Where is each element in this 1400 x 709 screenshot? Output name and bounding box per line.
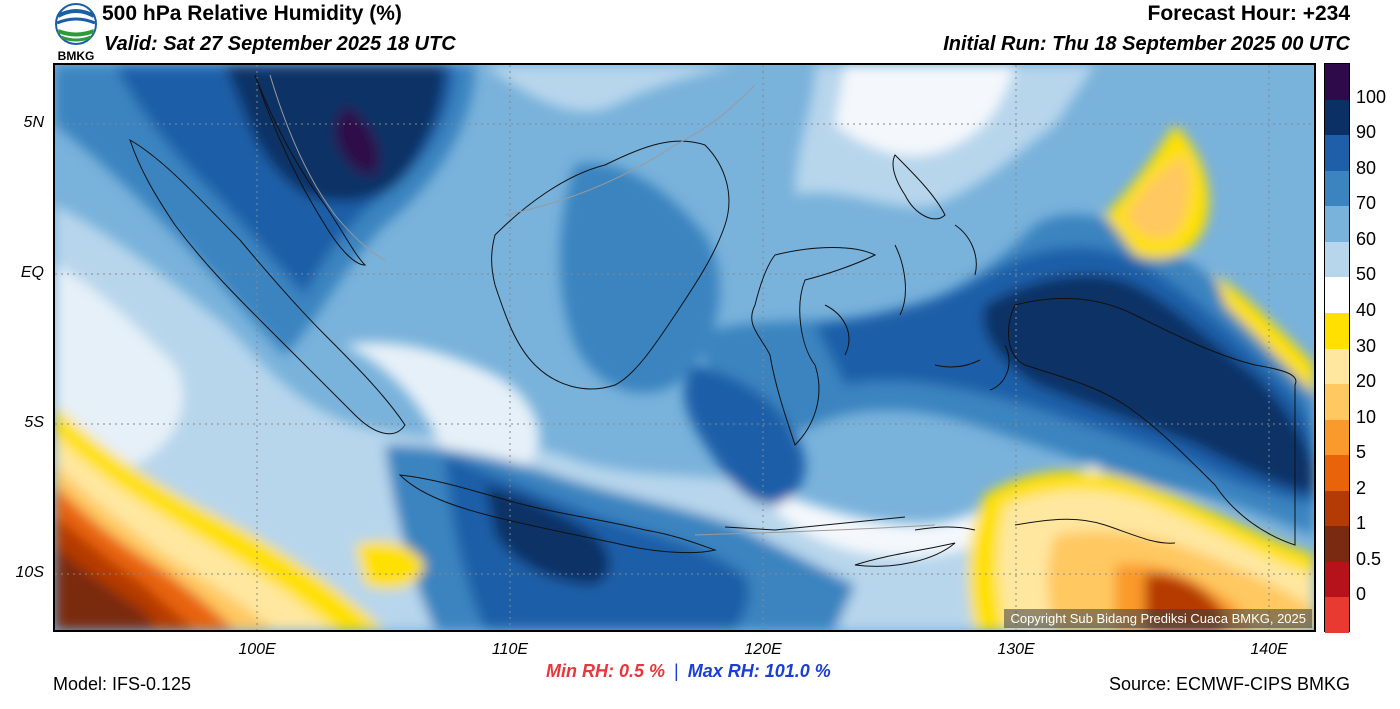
- max-rh: Max RH: 101.0 %: [687, 661, 831, 681]
- model-label: Model: IFS-0.125: [53, 674, 192, 694]
- colorbar-segment: [1325, 490, 1349, 527]
- colorbar-label: 0: [1356, 584, 1367, 605]
- source-label: Source: ECMWF-CIPS BMKG: [1108, 674, 1350, 694]
- colorbar-segment: [1325, 384, 1349, 420]
- copyright-notice: Copyright Sub Bidang Prediksi Cuaca BMKG…: [1004, 609, 1312, 628]
- rh-separator: |: [674, 661, 679, 681]
- forecast-hour: Forecast Hour: +234: [1147, 2, 1351, 25]
- colorbar-segment: [1325, 64, 1349, 100]
- lat-tick-5n: 5N: [23, 114, 44, 131]
- humidity-map: Copyright Sub Bidang Prediksi Cuaca BMKG…: [53, 63, 1316, 632]
- lat-tick-eq: EQ: [20, 264, 44, 281]
- colorbar-label: 5: [1356, 442, 1367, 463]
- colorbar-segment: [1325, 419, 1349, 456]
- colorbar-segment: [1325, 135, 1349, 171]
- colorbar-label: 50: [1356, 264, 1377, 285]
- colorbar-segment: [1325, 241, 1349, 278]
- colorbar-segment: [1325, 170, 1349, 207]
- colorbar-label: 60: [1356, 228, 1377, 249]
- colorbar-label: 1: [1356, 513, 1367, 534]
- lon-tick-120e: 120E: [744, 641, 782, 658]
- colorbar-segment: [1325, 455, 1349, 491]
- lon-tick-100e: 100E: [238, 641, 276, 658]
- min-rh: Min RH: 0.5 %: [546, 661, 666, 681]
- lon-tick-130e: 130E: [997, 641, 1035, 658]
- colorbar-label: 90: [1356, 122, 1377, 143]
- grid-lines: [55, 65, 1314, 630]
- initial-run: Initial Run: Thu 18 September 2025 00 UT…: [943, 33, 1350, 55]
- lat-tick-10s: 10S: [15, 564, 44, 581]
- colorbar-segment: [1325, 277, 1349, 313]
- lon-tick-110e: 110E: [491, 641, 529, 658]
- coastlines: [129, 74, 1297, 567]
- colorbar-segment: [1325, 312, 1349, 349]
- colorbar-segment: [1325, 348, 1349, 385]
- bmkg-logo: BMKG: [53, 2, 99, 63]
- colorbar-label: 80: [1356, 157, 1377, 178]
- colorbar-label: 100: [1356, 86, 1387, 107]
- colorbar: [1324, 63, 1350, 633]
- humidity-field: [55, 65, 1314, 630]
- rh-stats: Min RH: 0.5 % | Max RH: 101.0 %: [546, 661, 831, 682]
- colorbar-segment: [1325, 526, 1349, 562]
- lon-tick-140e: 140E: [1250, 641, 1288, 658]
- bmkg-emblem-icon: [55, 3, 97, 45]
- colorbar-label: 40: [1356, 299, 1377, 320]
- valid-time: Valid: Sat 27 September 2025 18 UTC: [104, 33, 456, 55]
- logo-text: BMKG: [57, 49, 95, 63]
- colorbar-segment: [1325, 561, 1349, 598]
- colorbar-label: 70: [1356, 193, 1377, 214]
- colorbar-segment: [1325, 206, 1349, 242]
- colorbar-label: 10: [1356, 406, 1377, 427]
- colorbar-label: 20: [1356, 371, 1377, 392]
- map-title: 500 hPa Relative Humidity (%): [102, 2, 402, 25]
- lat-tick-5s: 5S: [24, 414, 44, 431]
- colorbar-segment: [1325, 597, 1349, 633]
- colorbar-label: 2: [1356, 477, 1367, 498]
- colorbar-label: 30: [1356, 335, 1377, 356]
- colorbar-segment: [1325, 99, 1349, 136]
- colorbar-label: 0.5: [1356, 548, 1382, 569]
